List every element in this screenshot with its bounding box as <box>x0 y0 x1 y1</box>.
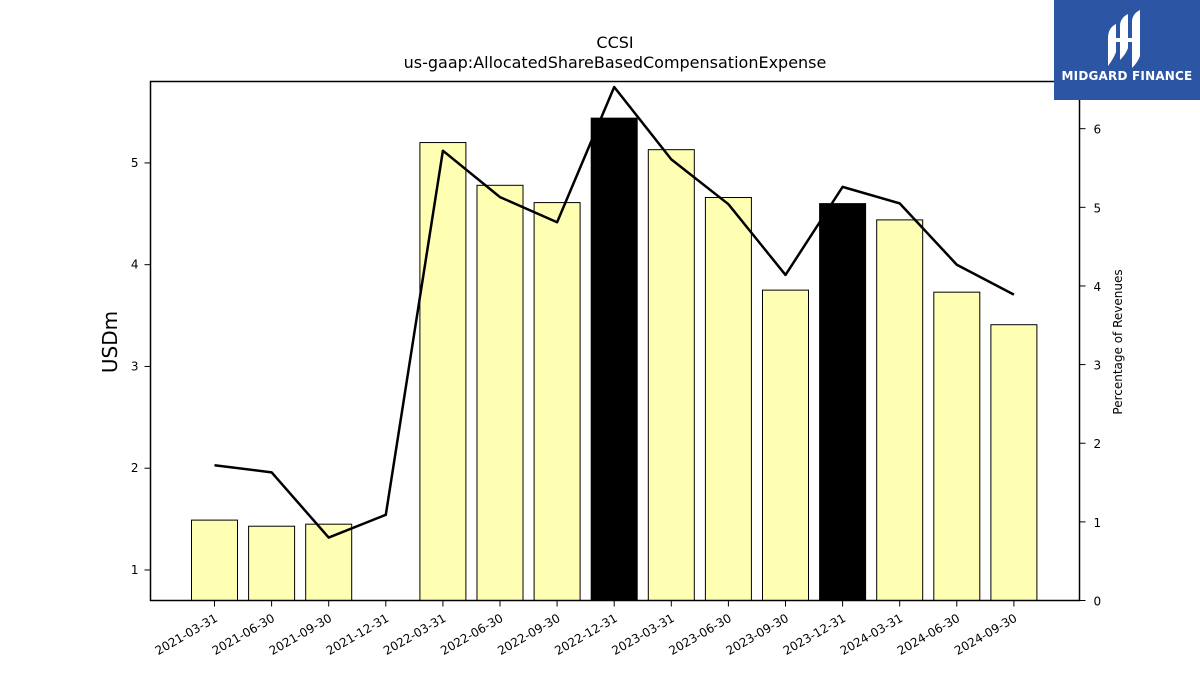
y2-tick-label: 5 <box>1094 201 1102 215</box>
x-tick-label: 2023-09-30 <box>724 611 791 658</box>
bar-2024-06-30 <box>933 291 981 601</box>
x-tick-label: 2023-03-31 <box>609 611 676 658</box>
y-tick-label: 5 <box>131 156 139 170</box>
y2-tick-label: 1 <box>1094 516 1102 530</box>
y2-axis-label: Percentage of Revenues <box>1111 269 1125 414</box>
bar-2021-09-30 <box>305 523 353 601</box>
x-tick-label: 2021-06-30 <box>210 611 277 658</box>
y-tick-label: 2 <box>131 461 139 475</box>
x-tick-label: 2024-06-30 <box>895 611 962 658</box>
bar-2024-03-31 <box>876 219 924 601</box>
y2-tick-label: 2 <box>1094 437 1102 451</box>
x-tick-label: 2023-12-31 <box>781 611 848 658</box>
x-axis-ticks: 2021-03-312021-06-302021-09-302021-12-31… <box>153 600 1019 658</box>
y-tick-label: 3 <box>131 359 139 373</box>
bar-2023-06-30 <box>704 197 752 601</box>
x-tick-label: 2023-06-30 <box>666 611 733 658</box>
bar-2022-03-31 <box>419 142 467 601</box>
left-axis-ticks: 1 2 3 4 5 <box>131 156 151 577</box>
plot-frame <box>149 80 1081 602</box>
y-tick-label: 1 <box>131 563 139 577</box>
right-axis-ticks: 0 1 2 3 4 5 6 <box>1079 123 1102 609</box>
x-tick-label: 2021-03-31 <box>153 611 220 658</box>
x-tick-label: 2021-12-31 <box>324 611 391 658</box>
bar-2024-09-30 <box>990 324 1038 601</box>
bar-2023-09-30 <box>762 289 809 601</box>
bar-2022-09-30 <box>533 202 581 601</box>
y2-tick-label: 4 <box>1094 280 1102 294</box>
y-axis-label: USDm <box>98 311 122 373</box>
bar-group <box>191 117 1038 602</box>
bar-2021-06-30 <box>248 525 296 602</box>
y2-tick-label: 6 <box>1094 123 1102 137</box>
bar-2021-03-31 <box>191 519 238 602</box>
x-tick-label: 2022-12-31 <box>552 611 619 658</box>
midgard-finance-logo: MIDGARD FINANCE <box>1054 0 1200 100</box>
chart-subtitle: us-gaap:AllocatedShareBasedCompensationE… <box>404 53 827 72</box>
x-tick-label: 2024-03-31 <box>838 611 905 658</box>
chart-title: CCSI <box>596 33 633 52</box>
bar-2023-12-31 <box>819 203 867 601</box>
y2-tick-label: 3 <box>1094 359 1102 373</box>
logo-text: MIDGARD FINANCE <box>1061 69 1193 83</box>
x-tick-label: 2022-06-30 <box>438 611 505 658</box>
x-tick-label: 2021-09-30 <box>267 611 334 658</box>
bar-2022-12-31 <box>590 117 638 602</box>
y2-tick-label: 0 <box>1094 595 1102 609</box>
x-tick-label: 2024-09-30 <box>952 611 1019 658</box>
logo-mark-icon <box>1108 10 1140 68</box>
bar-2022-06-30 <box>476 184 524 602</box>
line-group <box>214 85 1015 539</box>
bar-2023-03-31 <box>647 149 695 602</box>
y-tick-label: 4 <box>131 258 139 272</box>
x-tick-label: 2022-09-30 <box>495 611 562 658</box>
x-tick-label: 2022-03-31 <box>381 611 448 658</box>
revenue-percentage-line <box>214 85 1015 539</box>
